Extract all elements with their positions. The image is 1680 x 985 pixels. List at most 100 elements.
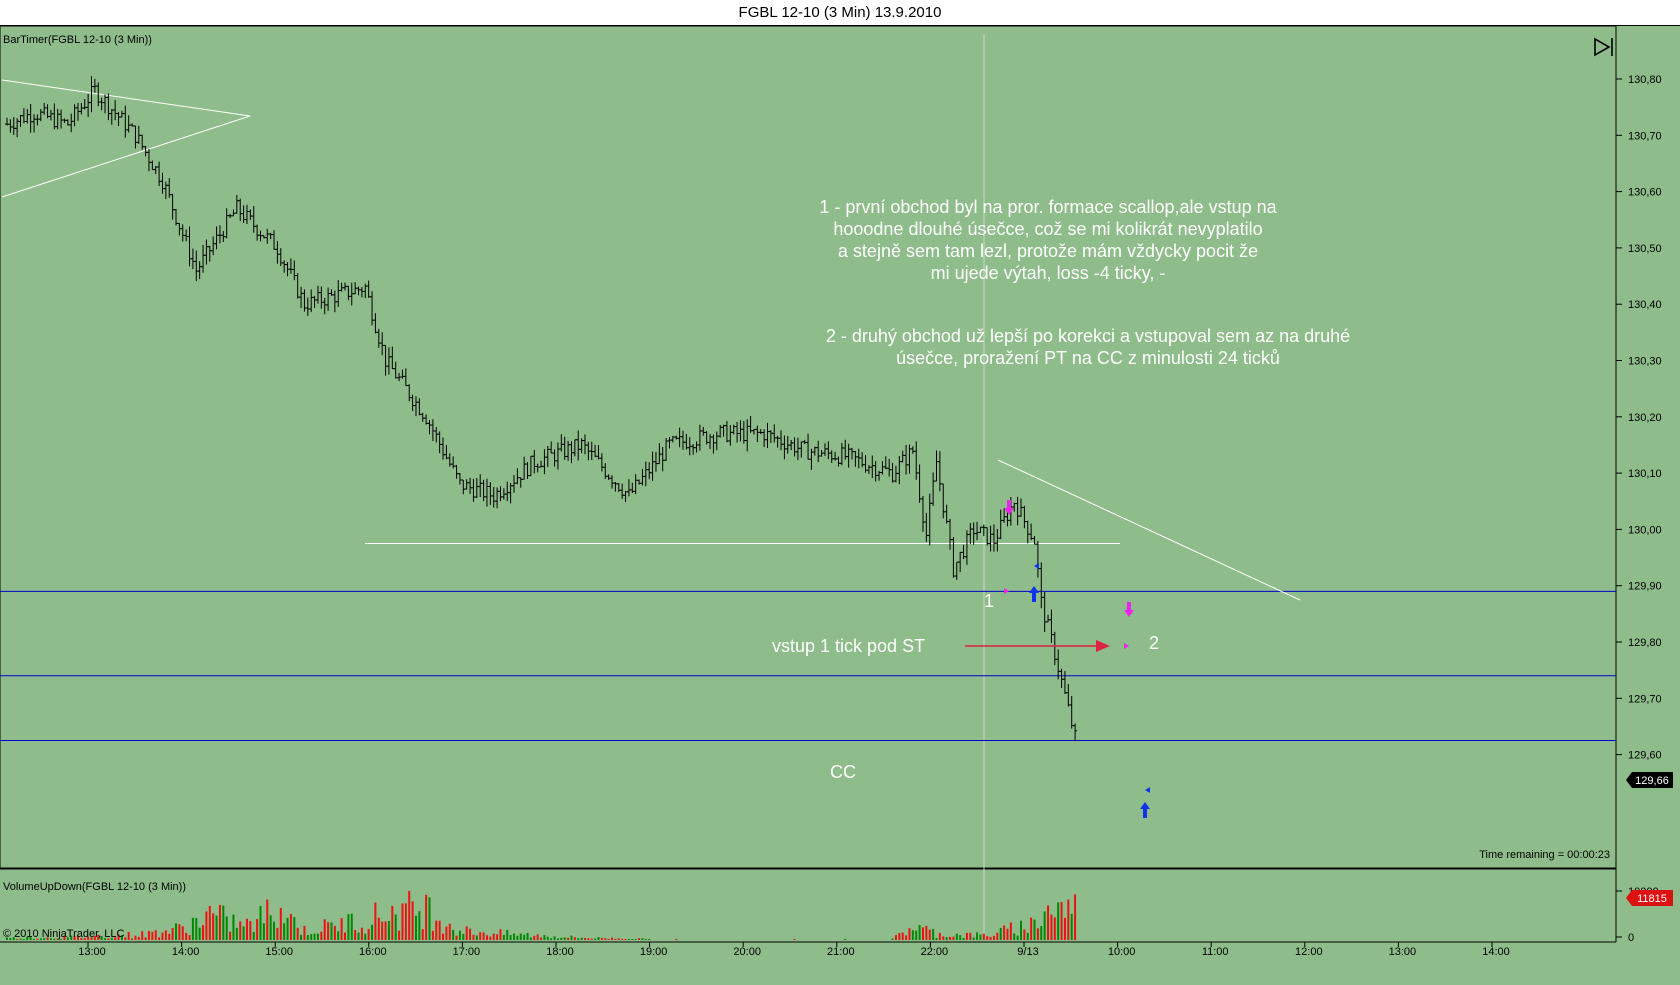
- price-bar: [610, 475, 615, 489]
- price-bar: [52, 103, 57, 130]
- price-bar: [319, 286, 324, 309]
- price-bar: [948, 518, 953, 550]
- volume-bar: [6, 937, 8, 940]
- price-bar: [724, 420, 729, 443]
- price-bar: [1042, 591, 1047, 633]
- volume-bar: [560, 937, 563, 940]
- volume-bar: [330, 922, 333, 940]
- price-bar: [535, 463, 540, 473]
- volume-bar: [306, 934, 309, 940]
- price-bar: [738, 420, 743, 442]
- volume-bar: [624, 939, 627, 940]
- skip-to-end-icon[interactable]: [1592, 34, 1618, 60]
- price-bar: [856, 448, 861, 469]
- volume-bar: [49, 938, 52, 940]
- volume-bar: [492, 933, 495, 940]
- volume-bar: [262, 923, 265, 940]
- annotation-note-2-line-1: 2 - druhý obchod už lepší po korekci a v…: [826, 326, 1350, 346]
- price-bar: [887, 458, 892, 477]
- volume-bar: [320, 931, 323, 940]
- entry-label: vstup 1 tick pod ST: [772, 636, 925, 656]
- last-volume-badge: 11815: [1626, 890, 1673, 906]
- price-bar: [468, 477, 473, 494]
- volume-bar: [428, 897, 431, 940]
- volume-bar: [117, 934, 120, 940]
- price-bar: [305, 297, 310, 316]
- volume-bar: [134, 935, 137, 940]
- volume-bar: [644, 939, 647, 940]
- price-bar: [275, 241, 280, 264]
- price-bar: [714, 431, 719, 451]
- volume-bar: [1060, 902, 1063, 940]
- volume-bar: [327, 922, 330, 940]
- volume-bar: [435, 920, 438, 940]
- volume-bar: [533, 935, 536, 940]
- price-bar: [958, 551, 963, 573]
- price-bar: [623, 490, 628, 503]
- price-bar: [606, 474, 611, 480]
- price-bar: [850, 447, 854, 460]
- price-bar: [180, 224, 185, 242]
- price-bar: [299, 286, 304, 308]
- price-bar: [711, 434, 716, 454]
- price-bar: [904, 445, 909, 475]
- price-bar: [883, 456, 888, 470]
- price-bar: [224, 208, 229, 239]
- price-bar: [653, 451, 658, 472]
- price-bar: [197, 261, 202, 280]
- time-tick-label: 14:00: [1482, 946, 1510, 958]
- price-bar: [461, 479, 466, 495]
- price-tick-label: 130,60: [1628, 187, 1662, 199]
- trade-markers: [1004, 500, 1150, 818]
- price-bar: [444, 444, 449, 460]
- price-bar: [356, 286, 361, 296]
- price-bar: [846, 443, 851, 468]
- price-bar: [38, 108, 43, 122]
- volume-bar: [266, 899, 269, 940]
- price-bar: [944, 504, 949, 524]
- time-tick-label: 17:00: [453, 946, 481, 958]
- price-bar: [484, 478, 489, 507]
- volume-bar: [638, 938, 641, 940]
- price-bar: [985, 527, 990, 546]
- volume-bar: [29, 937, 32, 940]
- volume-bar: [391, 905, 394, 940]
- price-bar: [718, 424, 723, 438]
- price-bar: [647, 462, 652, 480]
- volume-bar: [161, 932, 164, 940]
- time-tick-label: 19:00: [640, 946, 668, 958]
- volume-bar: [104, 938, 107, 940]
- sell-marker-2: [1124, 602, 1134, 617]
- volume-bar: [935, 938, 938, 940]
- price-tick-label: 130,80: [1628, 74, 1662, 86]
- copyright-label: © 2010 NinjaTrader, LLC: [3, 928, 124, 940]
- price-bar: [79, 103, 84, 115]
- volume-bar: [516, 935, 519, 940]
- volume-bar: [387, 920, 390, 940]
- volume-bar: [894, 935, 897, 940]
- time-tick-label: 21:00: [827, 946, 855, 958]
- price-bar: [694, 441, 699, 453]
- volume-bar: [147, 930, 150, 940]
- price-tick-label: 130,70: [1628, 130, 1662, 142]
- volume-bar: [90, 937, 93, 940]
- price-bar: [633, 474, 638, 495]
- volume-bar: [513, 933, 515, 940]
- volume-bar: [1040, 926, 1043, 940]
- price-bar: [417, 398, 422, 416]
- volume-bar: [1033, 919, 1036, 940]
- annotation-note-1-line-3: a stejně sem tam lezl, protože mám vždyc…: [838, 241, 1258, 261]
- price-bar: [376, 328, 381, 348]
- volume-bar: [245, 918, 248, 940]
- price-bar: [28, 104, 33, 133]
- price-bar: [187, 226, 192, 267]
- volume-bar: [114, 937, 117, 940]
- volume-bar: [617, 938, 620, 940]
- volume-bar: [354, 929, 357, 940]
- volume-bar: [374, 902, 377, 940]
- volume-bar: [212, 913, 215, 940]
- price-tick-label: 130,10: [1628, 468, 1662, 480]
- volume-bar: [502, 934, 505, 940]
- price-bar: [126, 115, 131, 133]
